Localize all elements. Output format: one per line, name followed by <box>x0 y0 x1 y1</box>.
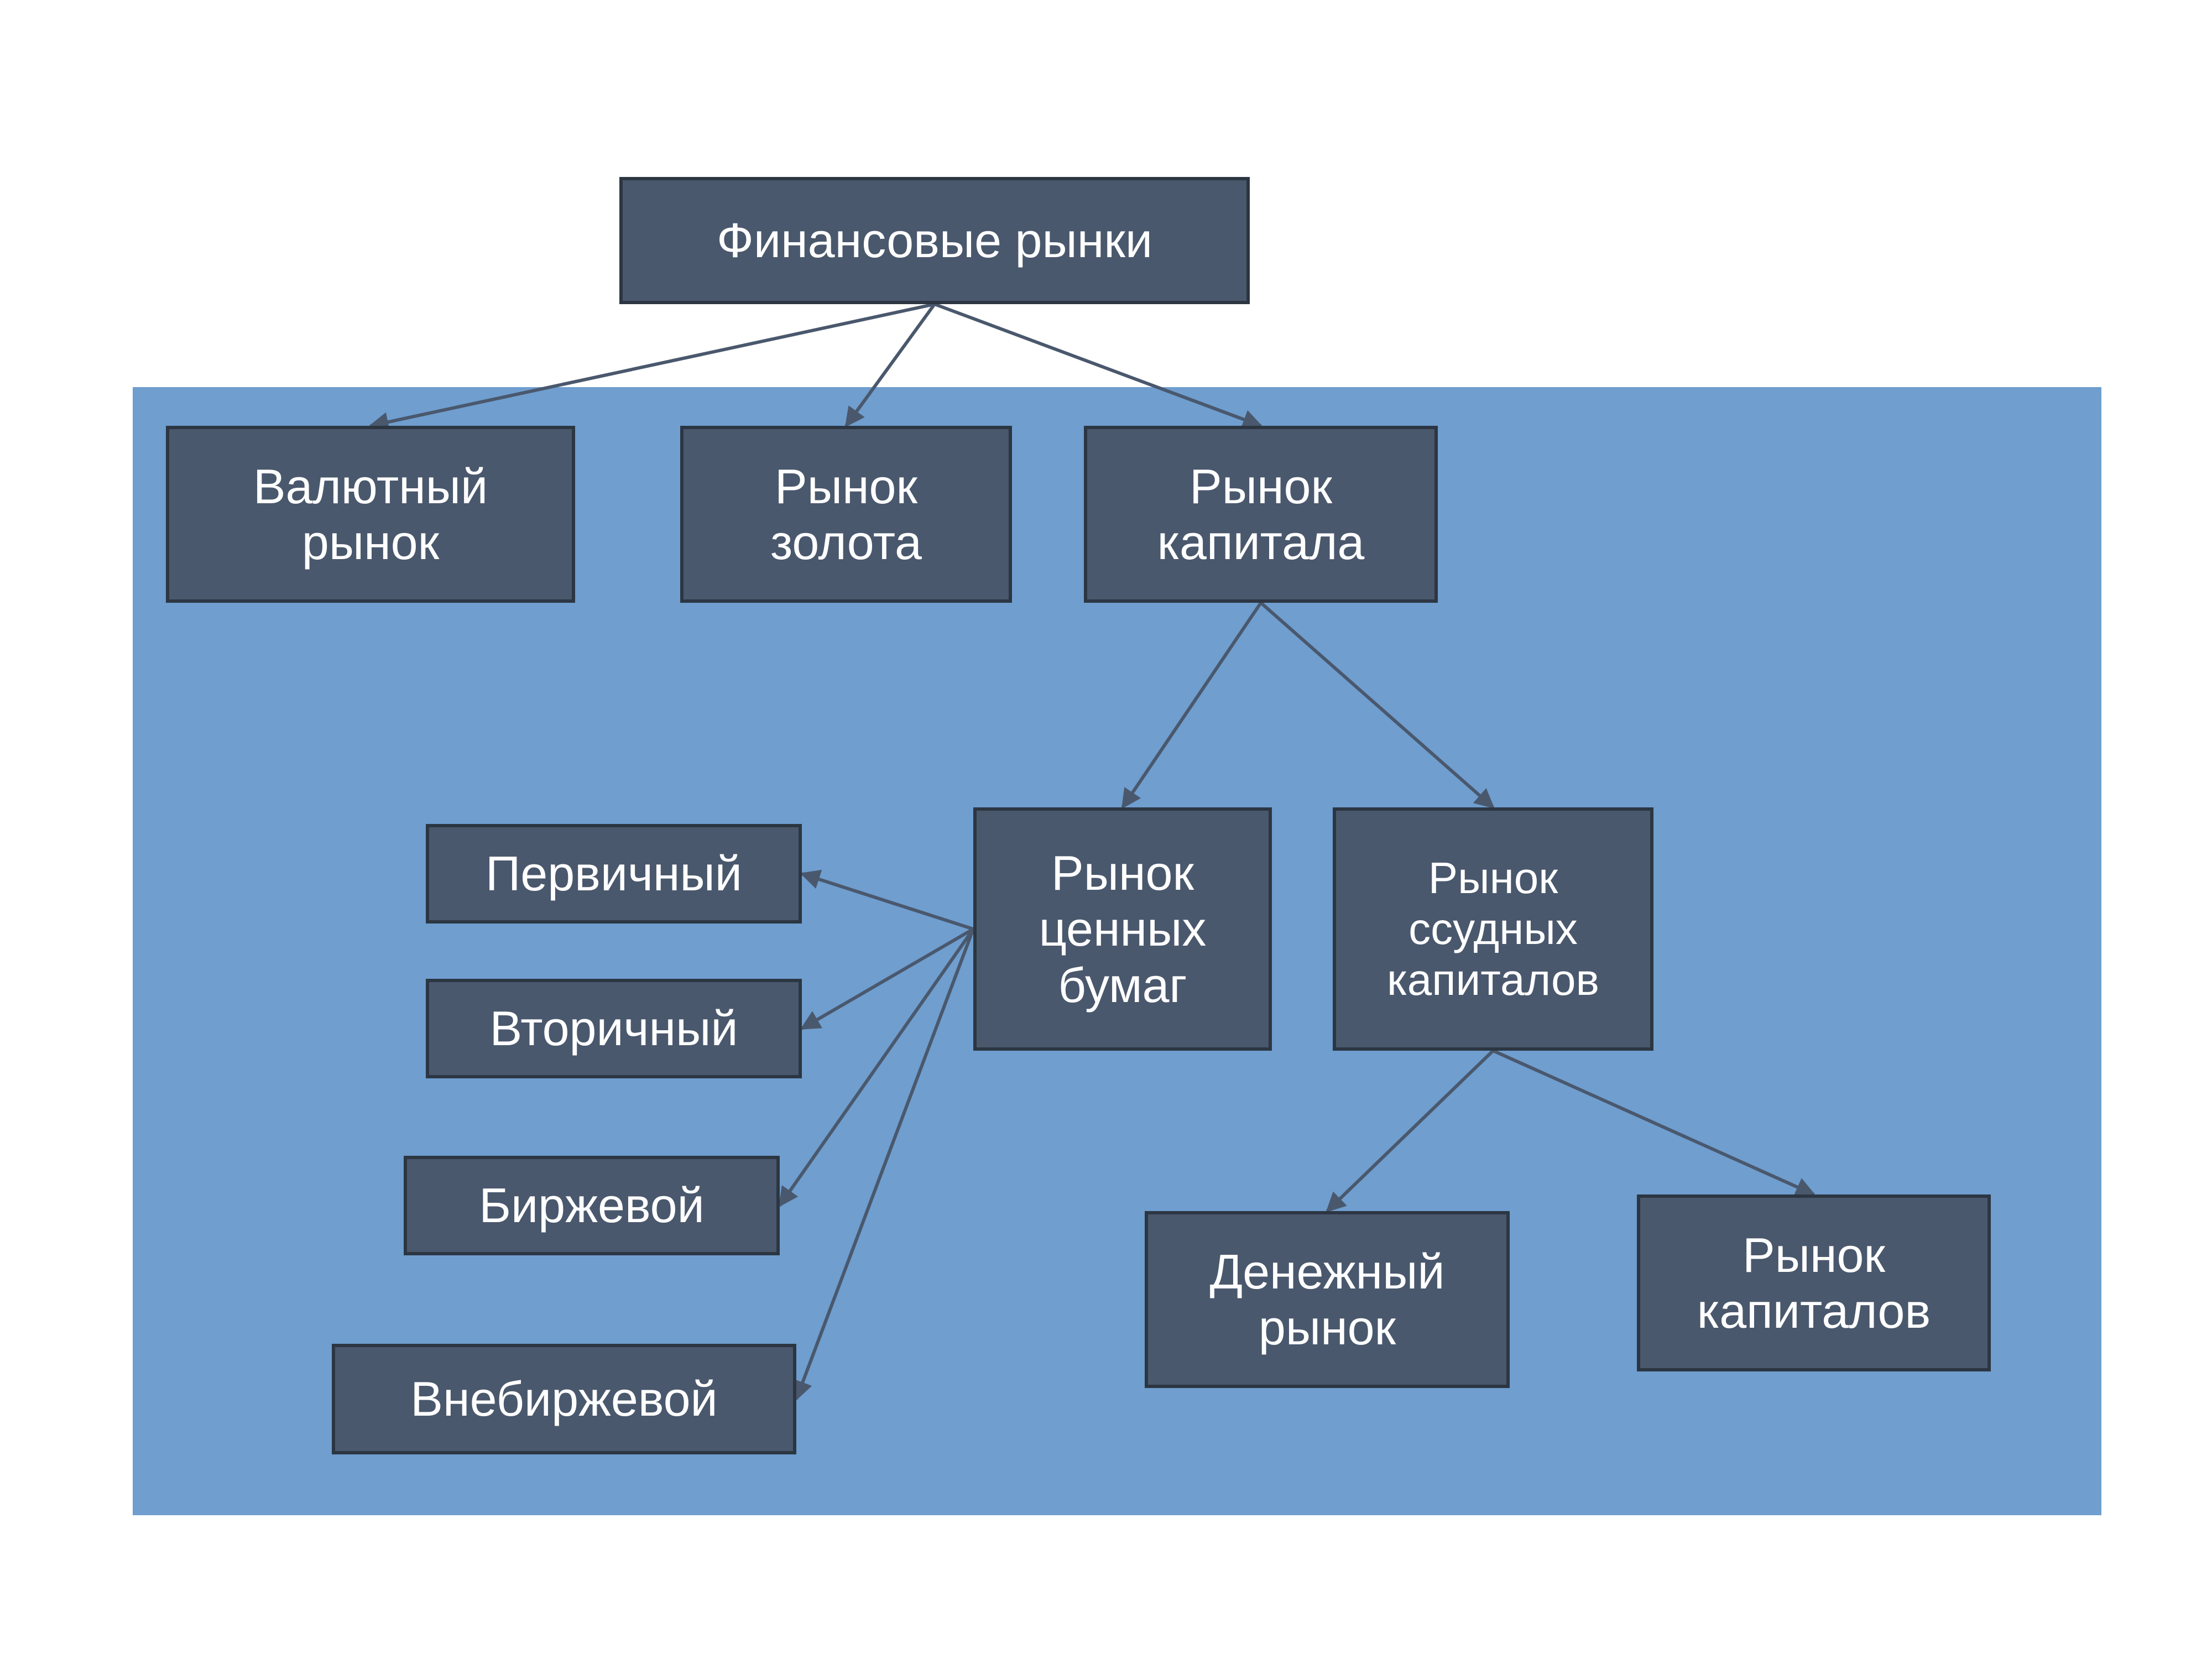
node-root: Финансовые рынки <box>619 177 1250 304</box>
node-primary: Первичный <box>426 824 802 924</box>
diagram-canvas: Финансовые рынки Валютный рынок Рынок золо… <box>0 0 2212 1659</box>
node-capitals: Рынок капиталов <box>1637 1194 1991 1371</box>
node-otc: Внебиржевой <box>332 1344 796 1454</box>
node-secondary: Вторичный <box>426 979 802 1078</box>
node-exchange: Биржевой <box>404 1156 780 1255</box>
node-loan: Рынок ссудных капиталов <box>1333 807 1653 1051</box>
node-capital: Рынок капитала <box>1084 426 1438 603</box>
node-money: Денежный рынок <box>1145 1211 1510 1388</box>
node-gold: Рынок золота <box>680 426 1012 603</box>
node-securities: Рынок ценных бумаг <box>973 807 1272 1051</box>
node-currency: Валютный рынок <box>166 426 575 603</box>
